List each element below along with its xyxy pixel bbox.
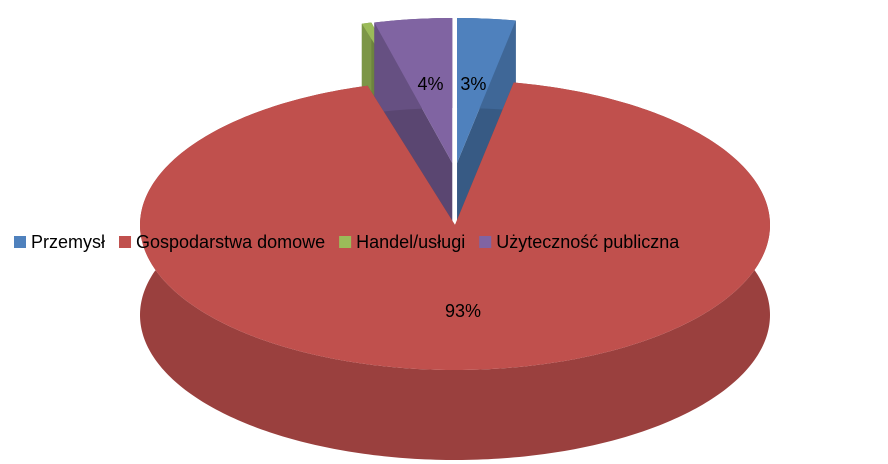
slice-top [457, 18, 516, 163]
slice-top [374, 18, 453, 163]
data-label: 4% [418, 74, 444, 94]
data-label: 3% [460, 74, 486, 94]
legend-label: Handel/usługi [356, 232, 465, 252]
legend: Przemysł Gospodarstwa domowe Handel/usługi… [14, 232, 680, 252]
legend-label: Gospodarstwa domowe [136, 232, 325, 252]
pie-slice [140, 82, 770, 460]
legend-swatch [339, 236, 352, 248]
legend-swatch [14, 236, 26, 248]
legend-swatch [479, 236, 492, 248]
slice-top [140, 82, 770, 370]
legend-label: Użyteczność publiczna [496, 232, 680, 252]
legend-swatch [119, 236, 132, 248]
data-label: 93% [445, 301, 481, 321]
legend-label: Przemysł [31, 232, 105, 252]
